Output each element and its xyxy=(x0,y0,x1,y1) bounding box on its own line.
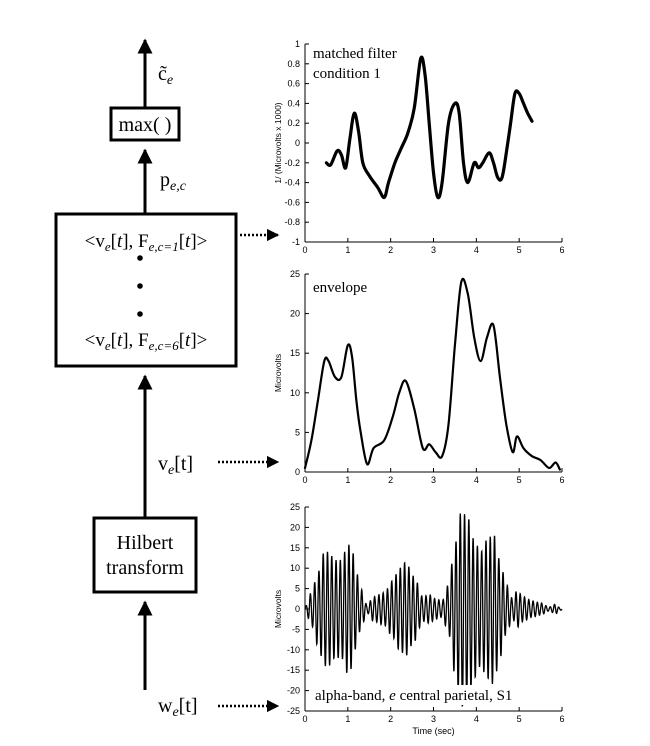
x-tick-label: 0 xyxy=(302,245,307,255)
y-axis-label: Microvolts xyxy=(273,354,283,392)
y-tick-label: -0.2 xyxy=(284,158,300,168)
y-tick-label: 25 xyxy=(290,269,300,279)
x-tick-label: 6 xyxy=(559,245,564,255)
y-tick-label: -10 xyxy=(287,645,300,655)
inner-product-c6: <ve[t], Fe,c=6[t]> xyxy=(85,330,208,353)
hilbert-label-line2: transform xyxy=(106,557,184,579)
plot-panel: 0 1 2 3 4 5 6 -1 -0.8 -0.6 -0.4 -0.2 0 0.2 0.4 0.6 0.8 1 1… xyxy=(273,39,565,255)
max-label: max( ) xyxy=(119,114,172,136)
y-tick-label: 5 xyxy=(295,584,300,594)
x-tick-label: 1 xyxy=(345,245,350,255)
x-tick-label: 0 xyxy=(302,475,307,485)
x-tick-label: 2 xyxy=(388,475,393,485)
plot-annotation: condition 1 xyxy=(313,66,381,82)
ellipsis-dot xyxy=(137,255,143,261)
plot-panel: 0 1 2 3 4 5 6 0 5 10 15 20 25 Microvolts envelope xyxy=(273,269,565,485)
hilbert-label-line1: Hilbert xyxy=(117,532,174,554)
x-tick-label: 6 xyxy=(559,714,564,724)
y-tick-label: -0.4 xyxy=(284,178,300,188)
x-tick-label: 3 xyxy=(431,714,436,724)
inner-product-box xyxy=(54,212,238,368)
flow-diagram: c̃e max( ) pe,c <ve[t], Fe,c=1[t]> <ve[t… xyxy=(54,38,280,720)
hilbert-box xyxy=(92,516,198,594)
p-label: pe,c xyxy=(160,169,187,194)
y-tick-label: -0.6 xyxy=(284,197,300,207)
y-tick-label: 10 xyxy=(290,388,300,398)
x-tick-label: 1 xyxy=(345,714,350,724)
max-box xyxy=(109,106,181,142)
signal-trace xyxy=(304,513,563,707)
x-tick-label: 3 xyxy=(431,245,436,255)
y-tick-label: 0.2 xyxy=(287,118,300,128)
plot-annotation: envelope xyxy=(313,280,367,296)
v-label: ve[t] xyxy=(158,453,193,478)
y-tick-label: 20 xyxy=(290,522,300,532)
x-tick-label: 2 xyxy=(388,714,393,724)
plot-panel: 0 1 2 3 4 5 6 -25 -20 -15 -10 -5 0 5 10 15 20 25 Microvolt… xyxy=(273,502,565,736)
y-tick-label: 0 xyxy=(295,138,300,148)
x-tick-label: 4 xyxy=(474,714,479,724)
ellipsis-dot xyxy=(137,311,143,317)
y-tick-label: 15 xyxy=(290,543,300,553)
y-tick-label: 0.6 xyxy=(287,79,300,89)
y-tick-label: 0.8 xyxy=(287,59,300,69)
y-tick-label: 0 xyxy=(295,467,300,477)
x-tick-label: 4 xyxy=(474,475,479,485)
y-axis-label: Microvolts xyxy=(273,590,283,628)
x-tick-label: 3 xyxy=(431,475,436,485)
plot-annotation: alpha-band, e central parietal, S1 xyxy=(315,688,512,704)
w-label: we[t] xyxy=(158,695,198,720)
y-axis-label: 1/ (Microvolts x 1000) xyxy=(273,102,283,183)
y-tick-label: 20 xyxy=(290,309,300,319)
y-tick-label: 5 xyxy=(295,427,300,437)
y-tick-label: 1 xyxy=(295,39,300,49)
output-label: c̃e xyxy=(158,63,173,88)
x-tick-label: 5 xyxy=(517,245,522,255)
x-tick-label: 6 xyxy=(559,475,564,485)
series-line xyxy=(324,55,534,200)
y-tick-label: 10 xyxy=(290,563,300,573)
y-tick-label: 0.4 xyxy=(287,98,300,108)
y-tick-label: -0.8 xyxy=(284,217,300,227)
x-axis-label: Time (sec) xyxy=(412,726,454,736)
y-tick-label: 25 xyxy=(290,502,300,512)
x-tick-label: 5 xyxy=(517,714,522,724)
x-tick-label: 4 xyxy=(474,245,479,255)
x-tick-label: 2 xyxy=(388,245,393,255)
x-tick-label: 1 xyxy=(345,475,350,485)
inner-product-c1: <ve[t], Fe,c=1[t]> xyxy=(85,231,208,254)
x-tick-label: 5 xyxy=(517,475,522,485)
y-tick-label: -25 xyxy=(287,706,300,716)
plots: 0 1 2 3 4 5 6 -1 -0.8 -0.6 -0.4 -0.2 0 0.2 0.4 0.6 0.8 1 1… xyxy=(273,39,565,736)
ellipsis-dot xyxy=(137,283,143,289)
x-tick-label: 0 xyxy=(302,714,307,724)
y-tick-label: 0 xyxy=(295,604,300,614)
plot-annotation: matched filter xyxy=(313,46,397,62)
y-tick-label: -15 xyxy=(287,665,300,675)
y-tick-label: -1 xyxy=(292,237,300,247)
annotation-backdrop xyxy=(311,685,559,705)
y-tick-label: -5 xyxy=(292,624,300,634)
y-tick-label: 15 xyxy=(290,348,300,358)
series-line xyxy=(303,277,561,471)
y-tick-label: -20 xyxy=(287,686,300,696)
